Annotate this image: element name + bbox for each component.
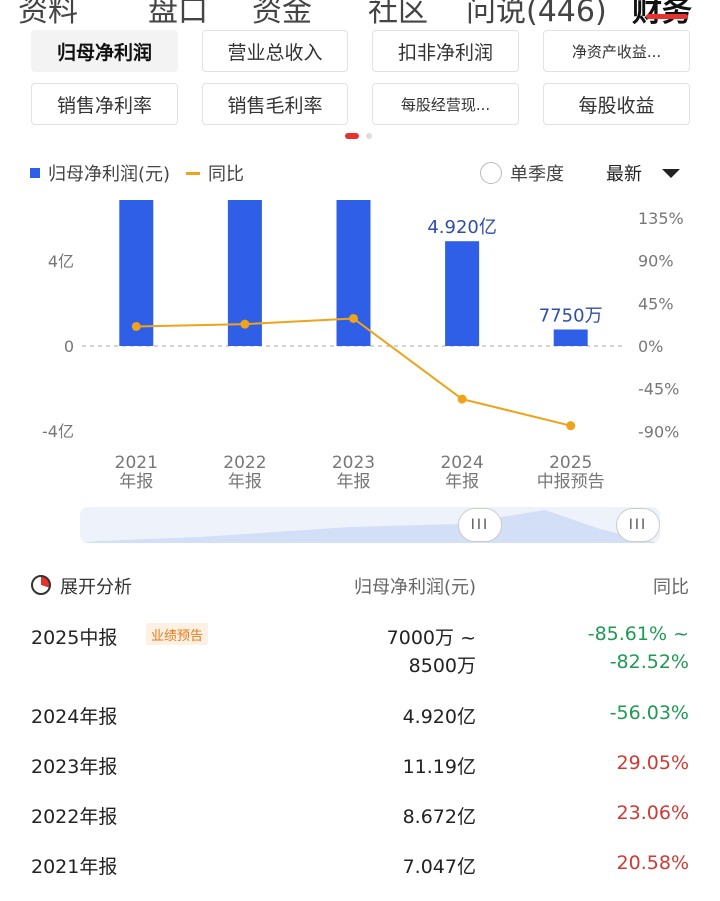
x-tick-label: 2022 bbox=[223, 453, 266, 473]
row-period: 2025中报 bbox=[31, 627, 118, 649]
metric-chip-eps[interactable]: 每股收益 bbox=[543, 83, 690, 125]
x-tick-label: 中报预告 bbox=[537, 472, 605, 492]
yoy-point bbox=[131, 321, 141, 331]
row-value: 11.19亿 bbox=[402, 756, 476, 778]
x-tick-label: 年报 bbox=[119, 472, 153, 492]
bar-legend-label: 归母净利润(元) bbox=[48, 164, 171, 185]
x-tick-label: 2023 bbox=[332, 453, 375, 473]
yoy-point bbox=[349, 313, 358, 323]
x-tick-label: 2021 bbox=[115, 453, 158, 473]
y-right-tick-label: 45% bbox=[638, 294, 674, 313]
row-value: 8.672亿 bbox=[402, 806, 476, 828]
row-value: 4.920亿 bbox=[402, 706, 476, 728]
active-tab-indicator bbox=[646, 14, 688, 19]
x-tick-label: 年报 bbox=[445, 472, 479, 492]
row-yoy: 20.58% bbox=[616, 852, 689, 874]
metric-chip-operating-cashflow-per-share[interactable]: 每股经营现... bbox=[372, 83, 519, 125]
chart-legend: 归母净利润(元) 同比 bbox=[30, 160, 244, 186]
y-right-tick-label: 135% bbox=[638, 209, 684, 228]
metric-chip-roe[interactable]: 净资产收益... bbox=[543, 30, 690, 72]
pie-chart-icon bbox=[31, 575, 51, 595]
y-right-tick-label: -45% bbox=[638, 380, 679, 399]
bar-data-label: 4.920亿 bbox=[427, 217, 497, 238]
row-period: 2022年报 bbox=[31, 806, 118, 828]
row-period: 2021年报 bbox=[31, 856, 118, 878]
period-dropdown[interactable]: 最新 bbox=[606, 160, 680, 186]
row-yoy: 29.05% bbox=[616, 752, 689, 774]
yoy-point bbox=[566, 421, 576, 431]
top-tab-bar: 资料 盘口 资金 社区 问说(446) 财务 bbox=[0, 0, 720, 30]
forecast-badge: 业绩预告 bbox=[146, 623, 209, 645]
y-right-tick-label: 0% bbox=[638, 337, 663, 356]
row-value-line2: 8500万 bbox=[408, 655, 476, 677]
period-dropdown-label: 最新 bbox=[606, 164, 642, 185]
line-legend-label: 同比 bbox=[208, 164, 245, 185]
yoy-column-header: 同比 bbox=[653, 577, 689, 598]
page-indicator-active bbox=[345, 133, 359, 139]
y-right-tick-label: 90% bbox=[638, 252, 674, 271]
row-period: 2024年报 bbox=[31, 706, 118, 728]
y-left-tick-label: 0 bbox=[64, 337, 74, 356]
single-quarter-toggle[interactable]: 单季度 bbox=[480, 160, 564, 186]
y-left-tick-label: -4亿 bbox=[42, 422, 74, 441]
single-quarter-label: 单季度 bbox=[510, 164, 564, 185]
tab-qa[interactable]: 问说(446) bbox=[466, 0, 607, 29]
row-yoy: -85.61% ~ bbox=[587, 623, 689, 645]
row-value: 7.047亿 bbox=[402, 856, 476, 878]
slider-handle-right[interactable]: III bbox=[616, 508, 660, 542]
page-indicator bbox=[366, 133, 372, 139]
metric-chip-deducted-profit[interactable]: 扣非净利润 bbox=[372, 30, 519, 72]
x-tick-label: 年报 bbox=[228, 472, 262, 492]
row-period: 2023年报 bbox=[31, 756, 118, 778]
row-yoy: 23.06% bbox=[616, 802, 689, 824]
caret-down-icon bbox=[662, 168, 680, 178]
bar-legend-swatch bbox=[30, 168, 40, 178]
yoy-point bbox=[240, 319, 250, 329]
line-legend-swatch bbox=[186, 171, 201, 175]
bar-data-label: 7750万 bbox=[539, 305, 603, 326]
row-yoy-line2: -82.52% bbox=[609, 651, 689, 673]
yoy-point bbox=[457, 394, 467, 404]
x-tick-label: 年报 bbox=[337, 472, 371, 492]
radio-icon[interactable] bbox=[480, 162, 502, 184]
tab-profile[interactable]: 资料 bbox=[18, 0, 78, 29]
y-right-tick-label: -90% bbox=[638, 422, 679, 441]
tab-quote[interactable]: 盘口 bbox=[148, 0, 208, 29]
tab-funds[interactable]: 资金 bbox=[252, 0, 312, 29]
metric-chip-revenue[interactable]: 营业总收入 bbox=[202, 30, 348, 72]
slider-preview-area bbox=[80, 510, 660, 543]
row-value: 7000万 ~ bbox=[386, 627, 476, 649]
x-tick-label: 2025 bbox=[549, 453, 592, 473]
row-yoy: -56.03% bbox=[609, 702, 689, 724]
value-column-header: 归母净利润(元) bbox=[353, 577, 476, 598]
expand-analysis-link[interactable]: 展开分析 bbox=[60, 577, 132, 598]
metric-chip-gross-margin[interactable]: 销售毛利率 bbox=[202, 83, 348, 125]
bar bbox=[445, 241, 480, 346]
bar bbox=[119, 200, 154, 346]
x-tick-label: 2024 bbox=[440, 453, 483, 473]
bar bbox=[336, 200, 371, 346]
metric-chip-net-profit[interactable]: 归母净利润 bbox=[31, 30, 178, 72]
y-left-tick-label: 4亿 bbox=[48, 252, 74, 271]
tab-community[interactable]: 社区 bbox=[368, 0, 428, 29]
range-slider-track[interactable] bbox=[80, 507, 660, 543]
slider-handle-left[interactable]: III bbox=[458, 508, 502, 542]
metric-chip-net-margin[interactable]: 销售净利率 bbox=[31, 83, 178, 125]
net-profit-chart: 12亿8亿4亿0-4亿-8亿135%90%45%0%-45%-90%7.047亿… bbox=[42, 200, 684, 492]
bar bbox=[553, 329, 588, 346]
